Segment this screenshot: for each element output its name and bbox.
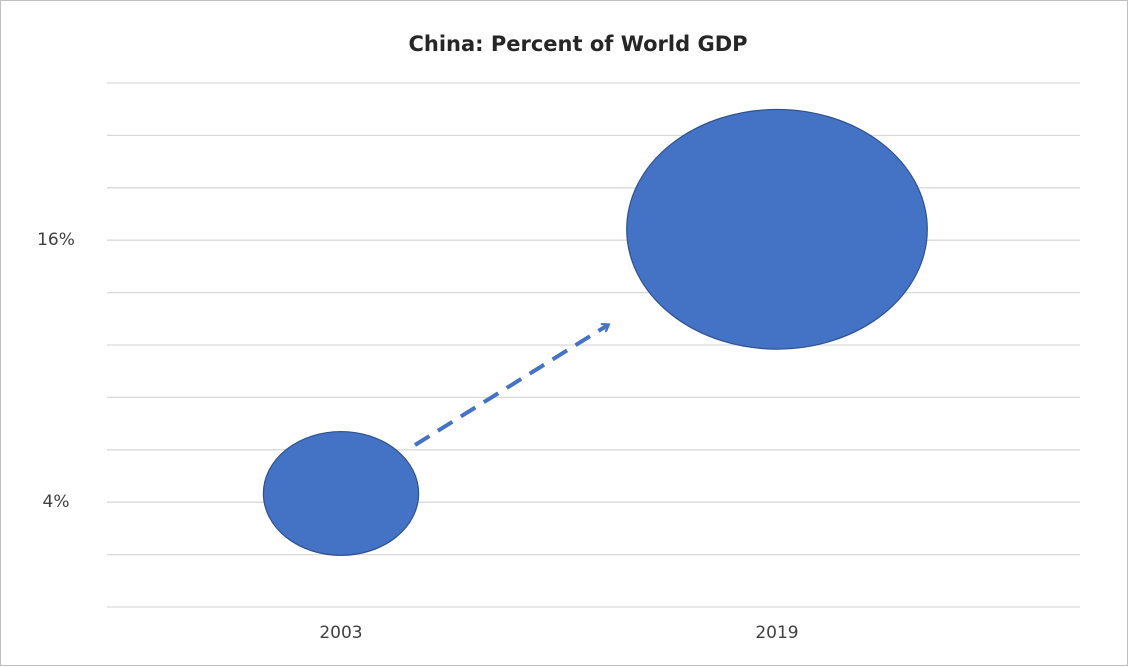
y-tick-label: 16%	[37, 230, 75, 250]
grid	[107, 82, 1080, 608]
chart-title: China: Percent of World GDP	[408, 32, 747, 56]
x-tick-label: 2003	[319, 623, 362, 643]
y-tick-label: 4%	[43, 492, 70, 512]
bubble	[626, 108, 928, 350]
trend-arrow	[413, 325, 608, 447]
bubble	[262, 430, 420, 556]
x-tick-label: 2019	[755, 623, 798, 643]
